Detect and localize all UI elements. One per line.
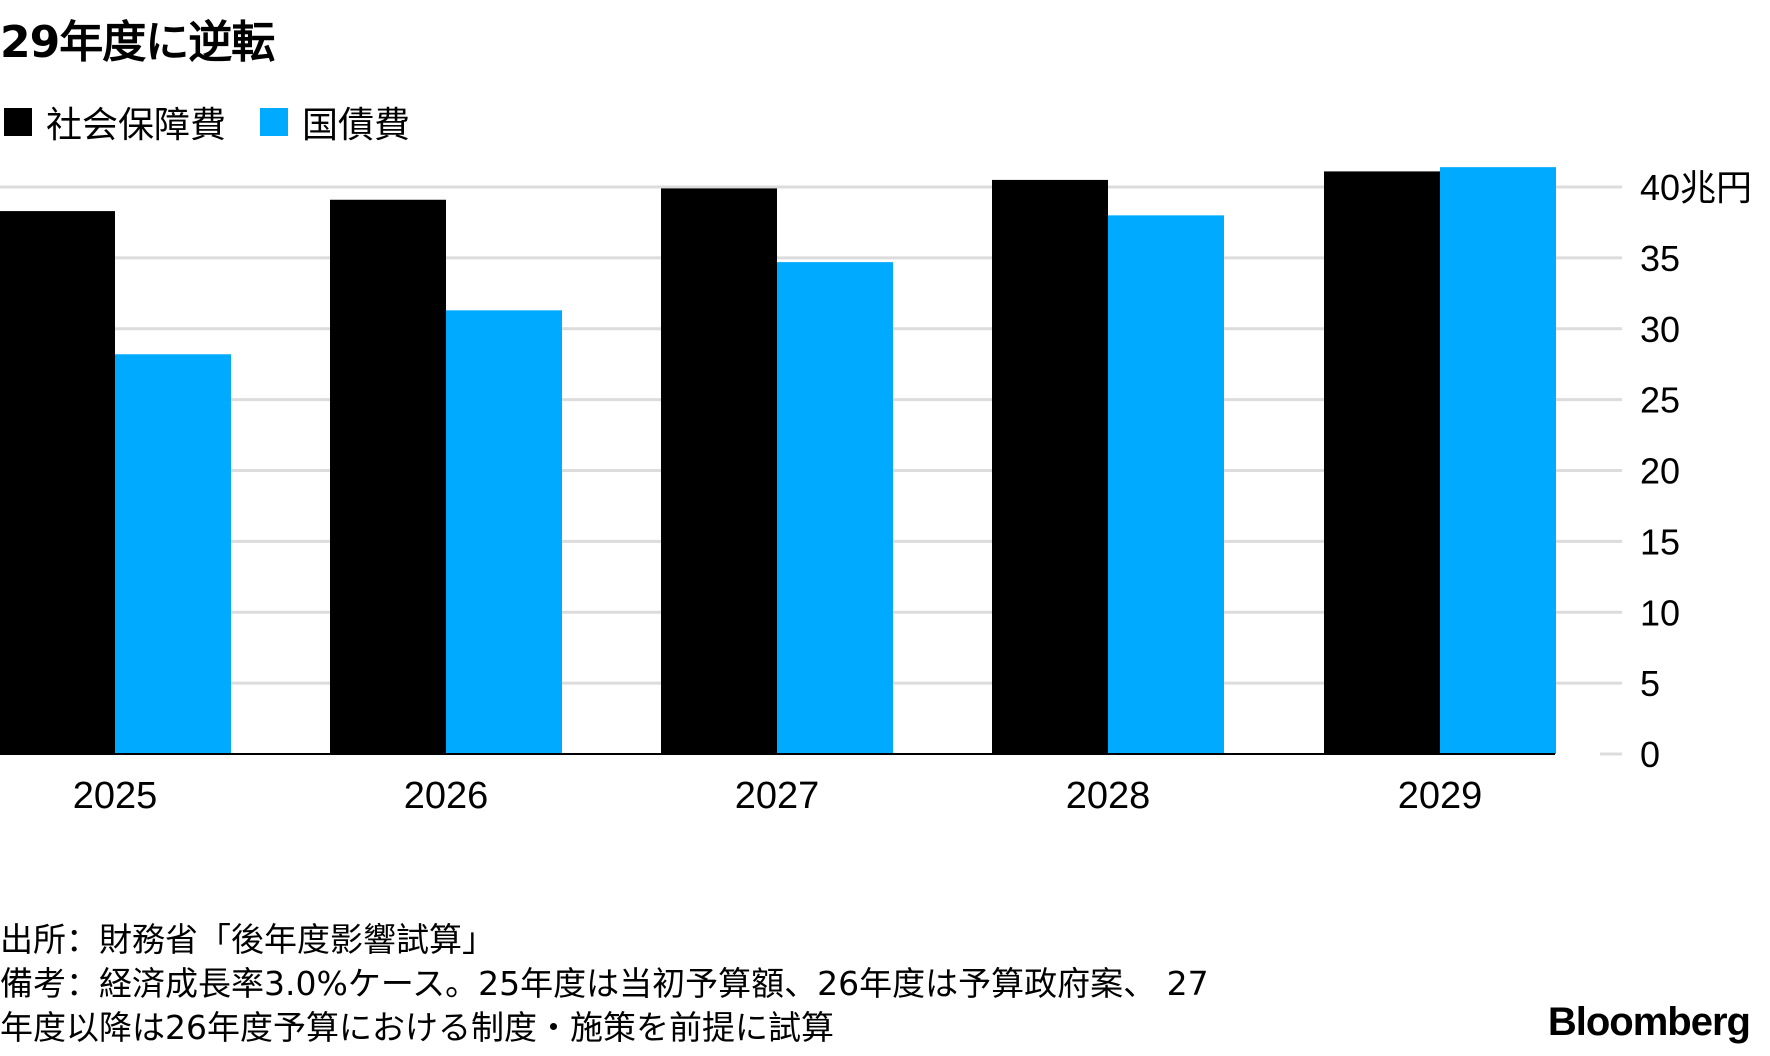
legend-label-debt-service: 国債費 xyxy=(302,105,411,146)
bar xyxy=(777,262,893,754)
legend-item-social-security: 社会保障費 xyxy=(4,96,226,148)
chart-notes: 出所：財務省「後年度影響試算」 備考：経済成長率3.0%ケース。25年度は当初予… xyxy=(0,918,1420,1050)
legend-swatch-social-security xyxy=(4,108,32,136)
x-tick-label: 2025 xyxy=(73,775,158,817)
y-tick-label: 40兆円 xyxy=(1640,167,1752,208)
y-tick-label: 20 xyxy=(1640,451,1680,492)
bar xyxy=(446,310,562,754)
legend: 社会保障費 国債費 xyxy=(4,96,444,148)
remarks-note-1: 備考：経済成長率3.0%ケース。25年度は当初予算額、26年度は予算政府案、 2… xyxy=(0,964,1209,1003)
legend-swatch-debt-service xyxy=(260,108,289,136)
remarks-note-2: 年度以降は26年度予算における制度・施策を前提に試算 xyxy=(0,1008,834,1047)
bar xyxy=(992,179,1108,755)
legend-item-debt-service: 国債費 xyxy=(260,96,410,148)
bar xyxy=(661,188,777,755)
y-tick-label: 15 xyxy=(1640,521,1680,562)
bar xyxy=(330,199,446,754)
y-tick-label: 30 xyxy=(1640,309,1680,350)
legend-label-social-security: 社会保障費 xyxy=(46,105,227,146)
source-note: 出所：財務省「後年度影響試算」 xyxy=(0,920,495,959)
y-tick-label: 5 xyxy=(1640,663,1660,704)
y-tick-label: 0 xyxy=(1640,734,1660,775)
bar xyxy=(115,354,231,754)
bar xyxy=(1324,171,1440,755)
x-tick-label: 2029 xyxy=(1398,775,1483,817)
x-tick-label: 2027 xyxy=(735,775,820,817)
y-tick-label: 35 xyxy=(1640,238,1680,279)
bar xyxy=(1108,215,1224,755)
bar xyxy=(1440,167,1556,754)
x-tick-label: 2026 xyxy=(404,775,489,817)
bloomberg-logo: Bloomberg xyxy=(1547,1000,1751,1044)
y-tick-label: 25 xyxy=(1640,380,1680,421)
y-tick-label: 10 xyxy=(1640,592,1680,633)
chart-title: 29年度に逆転 xyxy=(0,17,275,68)
x-tick-label: 2028 xyxy=(1066,775,1151,817)
bar xyxy=(0,211,115,754)
